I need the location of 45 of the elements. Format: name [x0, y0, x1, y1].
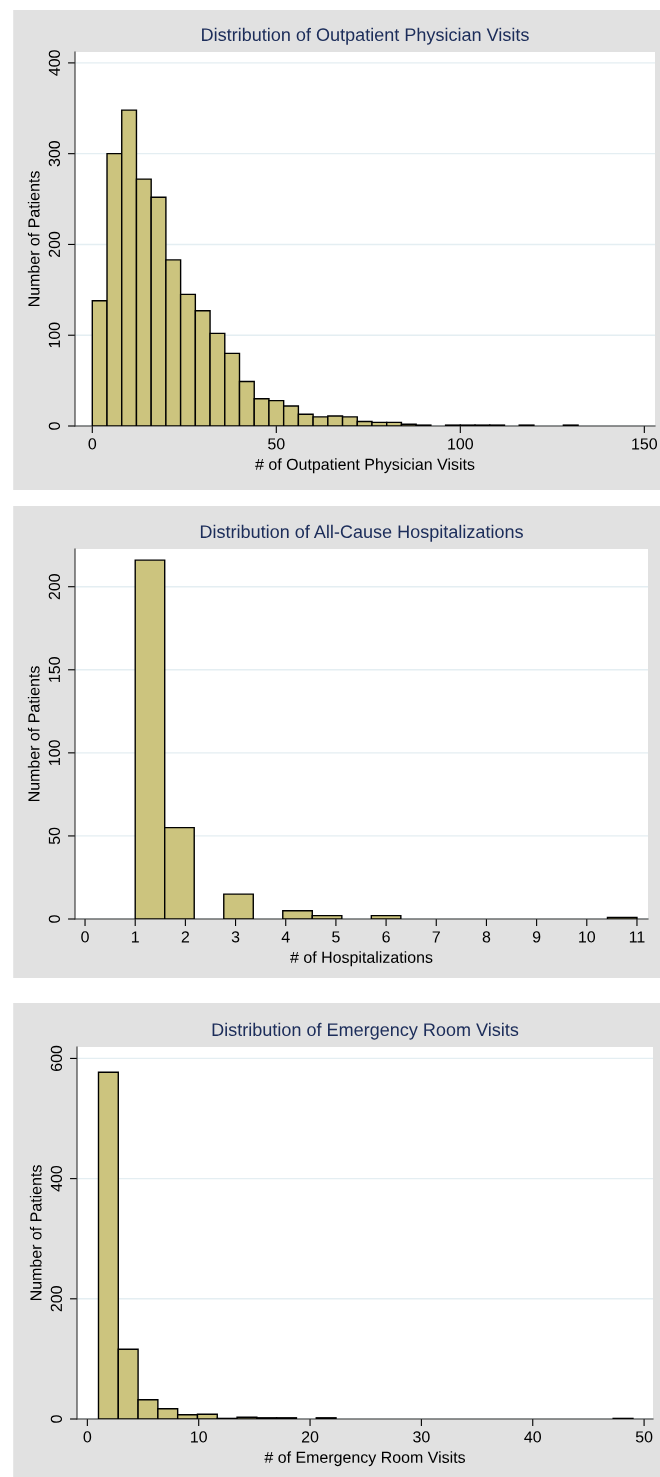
- y-tick-label: 100: [48, 740, 61, 765]
- x-tick-label: 9: [532, 931, 541, 943]
- x-tick-label: 10: [191, 1431, 207, 1443]
- x-axis-title: # of Outpatient Physician Visits: [255, 458, 475, 474]
- x-tick-label: 0: [88, 438, 97, 450]
- x-axis-title: # of Emergency Room Visits: [264, 1451, 466, 1467]
- x-tick-label: 30: [413, 1431, 430, 1443]
- y-tick-label: 0: [50, 1415, 63, 1423]
- x-tick-label: 4: [281, 931, 290, 943]
- x-tick-label: 11: [629, 931, 645, 943]
- chart-title: Distribution of Outpatient Physician Visits: [202, 27, 529, 45]
- x-tick-label: 8: [482, 931, 491, 943]
- x-axis-title: # of Hospitalizations: [290, 951, 433, 967]
- y-axis-title: Number of Patients: [29, 1165, 42, 1301]
- y-axis-title: Number of Patients: [27, 666, 40, 802]
- x-tick-label: 100: [448, 438, 474, 450]
- x-tick-label: 20: [301, 1431, 319, 1443]
- y-tick-label: 50: [48, 827, 61, 845]
- y-tick-label: 200: [48, 574, 61, 600]
- x-tick-label: 50: [635, 1431, 653, 1443]
- x-tick-label: 7: [432, 931, 440, 943]
- chart-title: Distribution of Emergency Room Visits: [212, 1022, 519, 1040]
- y-tick-label: 600: [50, 1045, 63, 1071]
- y-tick-label: 200: [48, 231, 61, 257]
- x-tick-label: 2: [181, 931, 190, 943]
- y-tick-label: 300: [48, 140, 61, 167]
- x-tick-label: 5: [332, 931, 340, 943]
- y-tick-label: 0: [48, 422, 61, 430]
- x-tick-label: 6: [382, 931, 390, 943]
- x-tick-label: 1: [131, 931, 139, 943]
- y-tick-label: 0: [48, 915, 61, 923]
- x-tick-label: 40: [524, 1431, 541, 1443]
- y-axis-title: Number of Patients: [27, 171, 40, 307]
- y-tick-label: 150: [48, 657, 61, 682]
- y-tick-label: 200: [50, 1286, 63, 1312]
- chart-title: Distribution of All-Cause Hospitalizations: [200, 524, 523, 542]
- x-tick-label: 10: [579, 931, 596, 943]
- x-tick-label: 0: [81, 931, 89, 943]
- y-tick-label: 100: [48, 322, 61, 348]
- x-tick-label: 0: [83, 1431, 92, 1443]
- x-tick-label: 50: [268, 438, 285, 450]
- y-tick-label: 400: [50, 1165, 63, 1192]
- x-tick-label: 3: [231, 931, 240, 943]
- x-tick-label: 150: [632, 438, 658, 450]
- y-tick-label: 400: [48, 50, 61, 76]
